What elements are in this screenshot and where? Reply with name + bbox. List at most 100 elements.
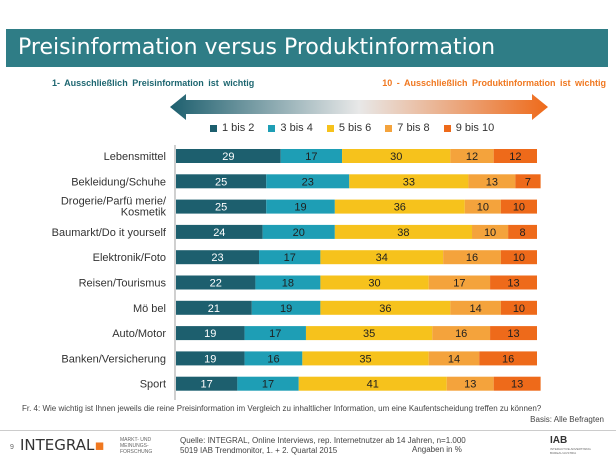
iab-logo: IAB bbox=[550, 435, 568, 446]
bar-value-label: 36 bbox=[394, 202, 406, 214]
bar-segment bbox=[508, 224, 537, 239]
bar-value-label: 12 bbox=[466, 151, 478, 163]
legend-label-1-2: 1 bis 2 bbox=[222, 122, 255, 134]
bar-segment bbox=[493, 376, 541, 391]
bar-value-label: 10 bbox=[513, 252, 525, 264]
legend-item-9-10: 9 bis 10 bbox=[443, 122, 494, 134]
bar-segment bbox=[176, 174, 267, 189]
bar-value-label: 24 bbox=[213, 227, 225, 239]
scale-right-label: 10 - Ausschließlich Produktinformation i… bbox=[382, 78, 606, 88]
bar-segment bbox=[500, 250, 537, 265]
bar-value-label: 21 bbox=[208, 303, 220, 315]
bar-value-label: 13 bbox=[507, 328, 519, 340]
source-line-2: 5019 IAB Trendmonitor, 1. + 2. Quartal 2… bbox=[180, 446, 338, 455]
bar-value-label: 25 bbox=[215, 202, 227, 214]
bar-value-label: 36 bbox=[379, 303, 391, 315]
bar-segment bbox=[298, 376, 447, 391]
legend-item-7-8: 7 bis 8 bbox=[385, 122, 430, 134]
scale-arrow bbox=[170, 94, 548, 120]
bar-segment bbox=[450, 149, 494, 163]
bar-segment bbox=[443, 250, 501, 265]
bar-value-label: 10 bbox=[477, 202, 489, 214]
bar-value-label: 13 bbox=[486, 176, 498, 188]
bar-value-label: 19 bbox=[204, 353, 216, 365]
page-title: Preisinformation versus Produktinformati… bbox=[6, 29, 608, 67]
bar-value-label: 16 bbox=[466, 252, 478, 264]
bar-segment bbox=[305, 326, 433, 341]
bar-segment bbox=[266, 199, 335, 214]
legend-swatch-1-2 bbox=[210, 124, 217, 132]
legend-swatch-7-8 bbox=[385, 124, 393, 132]
bar-segment bbox=[176, 326, 245, 341]
bar-segment bbox=[450, 300, 501, 315]
integral-logo-subtitle: MARKT- UND MEINUNGS- FORSCHUNG bbox=[120, 437, 153, 455]
category-label: Bekleidung/Schuhe bbox=[71, 176, 166, 188]
bar-segment bbox=[490, 275, 537, 290]
bar-value-label: 41 bbox=[367, 379, 379, 391]
bar-value-label: 17 bbox=[262, 379, 274, 391]
bar-value-label: 14 bbox=[448, 353, 460, 365]
bar-value-label: 10 bbox=[484, 227, 496, 239]
bar-value-label: 13 bbox=[511, 379, 523, 391]
bar-segment bbox=[490, 326, 537, 341]
bar-value-label: 35 bbox=[363, 328, 375, 340]
bar-segment bbox=[515, 174, 541, 189]
legend-swatch-9-10 bbox=[443, 124, 451, 132]
bar-value-label: 34 bbox=[376, 252, 388, 264]
bar-segment bbox=[176, 250, 260, 265]
category-label: Baumarkt/Do it yourself bbox=[52, 227, 167, 239]
category-label: Mö bel bbox=[133, 303, 166, 315]
bar-value-label: 38 bbox=[397, 227, 409, 239]
category-label: Banken/Versicherung bbox=[61, 353, 166, 365]
legend-label-5-6: 5 bis 6 bbox=[338, 122, 372, 134]
category-label: Elektronik/Foto bbox=[93, 252, 166, 264]
legend-item-3-4: 3 bis 4 bbox=[268, 122, 313, 134]
bar-value-label: 33 bbox=[403, 176, 415, 188]
bar-segment bbox=[176, 376, 238, 391]
category-label: Lebensmittel bbox=[104, 151, 166, 163]
iab-logo-subtitle: INTERACTIVE ADVERTISING BUREAU AUSTRIA bbox=[550, 447, 591, 455]
legend-item-1-2: 1 bis 2 bbox=[210, 122, 254, 134]
category-label: Auto/Motor bbox=[112, 328, 166, 340]
bar-segment bbox=[176, 224, 263, 239]
bar-segment bbox=[244, 351, 303, 366]
bar-value-label: 12 bbox=[509, 151, 521, 163]
bar-value-label: 13 bbox=[464, 379, 476, 391]
chart-legend: 1 bis 2 3 bis 4 5 bis 6 7 bis 8 9 bis 10 bbox=[210, 122, 494, 134]
bar-value-label: 16 bbox=[502, 353, 514, 365]
bar-value-label: 30 bbox=[390, 151, 402, 163]
units-label: Angaben in % bbox=[412, 445, 462, 454]
legend-item-5-6: 5 bis 6 bbox=[326, 122, 372, 134]
bar-segment bbox=[432, 326, 491, 341]
bar-value-label: 7 bbox=[525, 176, 531, 188]
question-footnote: Fr. 4: Wie wichtig ist Ihnen jeweils die… bbox=[22, 404, 542, 413]
bar-segment bbox=[176, 275, 256, 290]
category-label: Sport bbox=[140, 379, 166, 391]
bar-value-label: 35 bbox=[359, 353, 371, 365]
bar-value-label: 10 bbox=[513, 202, 525, 214]
legend-label-7-8: 7 bis 8 bbox=[397, 122, 430, 134]
bar-segment bbox=[428, 351, 480, 366]
scale-left-label: 1- Ausschließlich Preisinformation ist w… bbox=[52, 78, 255, 88]
bar-value-label: 19 bbox=[280, 303, 292, 315]
bar-segment bbox=[493, 149, 537, 163]
bar-segment bbox=[255, 275, 321, 290]
bar-value-label: 17 bbox=[201, 379, 213, 391]
integral-logo: INTEGRAL▪ bbox=[20, 436, 105, 454]
bar-value-label: 30 bbox=[368, 278, 380, 290]
scale-arrow-shape bbox=[170, 94, 548, 120]
bar-segment bbox=[334, 199, 465, 214]
bar-value-label: 18 bbox=[282, 278, 294, 290]
bar-value-label: 8 bbox=[519, 227, 525, 239]
bar-segment bbox=[176, 300, 252, 315]
bar-segment bbox=[472, 224, 509, 239]
source-note: Quelle: INTEGRAL, Online Interviews, rep… bbox=[180, 436, 466, 456]
bar-value-label: 19 bbox=[204, 328, 216, 340]
bar-segment bbox=[262, 224, 335, 239]
bar-segment bbox=[320, 300, 451, 315]
footer: 9 INTEGRAL▪ MARKT- UND MEINUNGS- FORSCHU… bbox=[0, 430, 616, 463]
bar-value-label: 16 bbox=[455, 328, 467, 340]
bar-value-label: 17 bbox=[453, 278, 465, 290]
bar-segment bbox=[320, 250, 444, 265]
bar-segment bbox=[266, 174, 350, 189]
